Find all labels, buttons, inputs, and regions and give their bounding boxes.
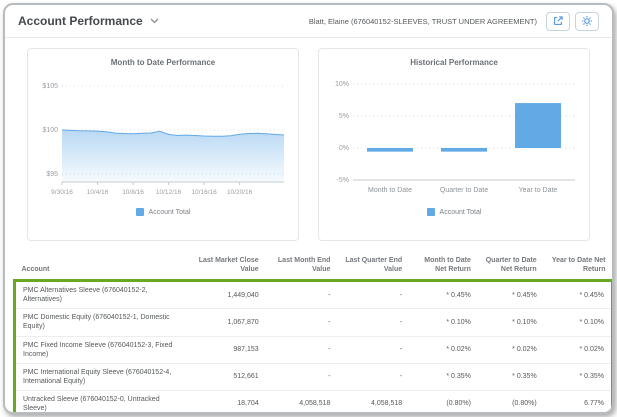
svg-text:9/30/16: 9/30/16 (51, 189, 73, 196)
value-cell: 987,153 (187, 335, 266, 364)
performance-table: Account Last Market Close Value Last Mon… (13, 252, 613, 412)
value-cell[interactable]: * 0.35% (409, 362, 478, 391)
column-header-last-month-end: Last Month End Value (277, 257, 331, 274)
value-cell[interactable]: * 0.02% (409, 335, 478, 364)
topbar-actions: Blatt, Elaine (676040152-SLEEVES, TRUST … (308, 11, 599, 31)
legend-swatch (135, 208, 144, 216)
account-cell: PMC Domestic Equity (676040152-1, Domest… (14, 308, 188, 337)
mtd-chart-title: Month to Date Performance (110, 58, 216, 67)
value-cell: - (265, 308, 338, 337)
account-cell: PMC International Equity Sleeve (6760401… (14, 362, 188, 391)
export-icon (554, 16, 563, 25)
account-cell: PMC Alternatives Sleeve (676040152-2, Al… (14, 280, 188, 309)
legend-label: Account Total (148, 208, 191, 216)
table-body: PMC Alternatives Sleeve (676040152-2, Al… (14, 280, 612, 412)
value-cell[interactable]: * 0.02% (543, 335, 612, 364)
value-cell: - (265, 335, 338, 364)
historical-performance-card: Historical Performance 10% 5% 0% -5% Month t… (318, 48, 590, 241)
value-cell: - (337, 362, 410, 391)
table-row: PMC International Equity Sleeve (6760401… (14, 362, 612, 391)
svg-text:5%: 5% (339, 113, 349, 120)
legend-swatch (426, 208, 435, 216)
svg-text:-5%: -5% (337, 177, 349, 184)
value-cell: 18,704 (187, 389, 266, 412)
svg-text:10/16/16: 10/16/16 (191, 189, 217, 196)
topbar: Account Performance Blatt, Elaine (67604… (5, 5, 612, 38)
value-cell[interactable]: * 0.45% (409, 280, 478, 309)
value-cell[interactable]: * 0.35% (543, 362, 612, 391)
value-cell: - (337, 280, 410, 309)
svg-text:Year to Date: Year to Date (519, 187, 558, 194)
svg-text:10/4/16: 10/4/16 (87, 189, 109, 196)
gear-icon (581, 15, 593, 27)
table-row: PMC Alternatives Sleeve (676040152-2, Al… (14, 280, 612, 309)
value-cell[interactable]: * 0.02% (477, 335, 544, 364)
historical-performance-chart[interactable]: 10% 5% 0% -5% Month to Date Quarter to Date Ye… (323, 70, 585, 203)
mtd-legend: Account Total (32, 208, 294, 216)
svg-text:Quarter to Date: Quarter to Date (440, 187, 488, 194)
table-row: PMC Fixed Income Sleeve (676040152-3, Fi… (14, 335, 612, 364)
value-cell[interactable]: * 0.45% (543, 280, 612, 309)
mtd-performance-card: Month to Date Performance $105 $100 $95 9/3… (27, 48, 299, 241)
historical-legend: Account Total (323, 208, 585, 216)
value-cell[interactable]: * 0.35% (477, 362, 544, 391)
value-cell: 1,449,040 (187, 280, 266, 309)
value-cell: 512,661 (187, 362, 266, 391)
chevron-down-icon[interactable] (150, 18, 159, 24)
column-header-last-quarter-end: Last Quarter End Value (345, 257, 403, 274)
account-label: Blatt, Elaine (676040152-SLEEVES, TRUST … (308, 16, 537, 26)
value-cell[interactable]: * 0.10% (409, 308, 478, 337)
value-cell: 4,058,518 (337, 389, 410, 412)
value-cell: (0.80%) (477, 389, 544, 412)
table-row: PMC Domestic Equity (676040152-1, Domest… (14, 308, 612, 337)
table-row: Untracked Sleeve (676040152-0, Untracked… (14, 389, 612, 412)
column-header-account: Account (21, 266, 50, 274)
value-cell: - (265, 362, 338, 391)
app-window: Account Performance Blatt, Elaine (67604… (3, 3, 614, 414)
export-button[interactable] (546, 11, 570, 31)
svg-text:10/8/16: 10/8/16 (122, 189, 144, 196)
svg-text:$100: $100 (42, 127, 58, 134)
svg-text:0%: 0% (339, 145, 349, 152)
svg-text:$105: $105 (42, 83, 58, 90)
value-cell[interactable]: * 0.10% (477, 308, 544, 337)
column-header-last-market-close: Last Market Close Value (198, 257, 259, 274)
svg-text:10%: 10% (335, 81, 349, 88)
page-title: Account Performance (18, 14, 143, 28)
value-cell: 4,058,518 (265, 389, 338, 412)
value-cell: - (265, 280, 338, 309)
svg-text:10/20/16: 10/20/16 (227, 189, 253, 196)
value-cell: 6.77% (543, 389, 612, 412)
column-header-qtd-return: Quarter to Date Net Return (485, 257, 537, 274)
account-cell: Untracked Sleeve (676040152-0, Untracked… (14, 389, 188, 412)
svg-text:Month to Date: Month to Date (368, 187, 412, 194)
svg-text:10/12/16: 10/12/16 (156, 189, 182, 196)
value-cell: - (337, 308, 410, 337)
value-cell: 1,067,870 (187, 308, 266, 337)
column-header-mtd-return: Month to Date Net Return (424, 257, 471, 274)
value-cell[interactable]: * 0.10% (543, 308, 612, 337)
settings-button[interactable] (575, 11, 599, 31)
value-cell: - (337, 335, 410, 364)
table-header-row: Account Last Market Close Value Last Mon… (15, 252, 613, 281)
legend-label: Account Total (439, 208, 482, 216)
account-cell: PMC Fixed Income Sleeve (676040152-3, Fi… (14, 335, 188, 364)
page-title-dropdown[interactable]: Account Performance (18, 14, 159, 28)
historical-chart-title: Historical Performance (410, 58, 498, 67)
value-cell[interactable]: * 0.45% (477, 280, 544, 309)
svg-text:$95: $95 (46, 171, 58, 178)
charts-row: Month to Date Performance $105 $100 $95 9/3… (5, 38, 612, 248)
column-header-ytd-return: Year to Date Net Return (551, 257, 606, 274)
mtd-performance-chart[interactable]: $105 $100 $95 9/30/16 10/4/16 10/8/16 10/12/16… (32, 70, 294, 203)
value-cell: (0.80%) (409, 389, 478, 412)
